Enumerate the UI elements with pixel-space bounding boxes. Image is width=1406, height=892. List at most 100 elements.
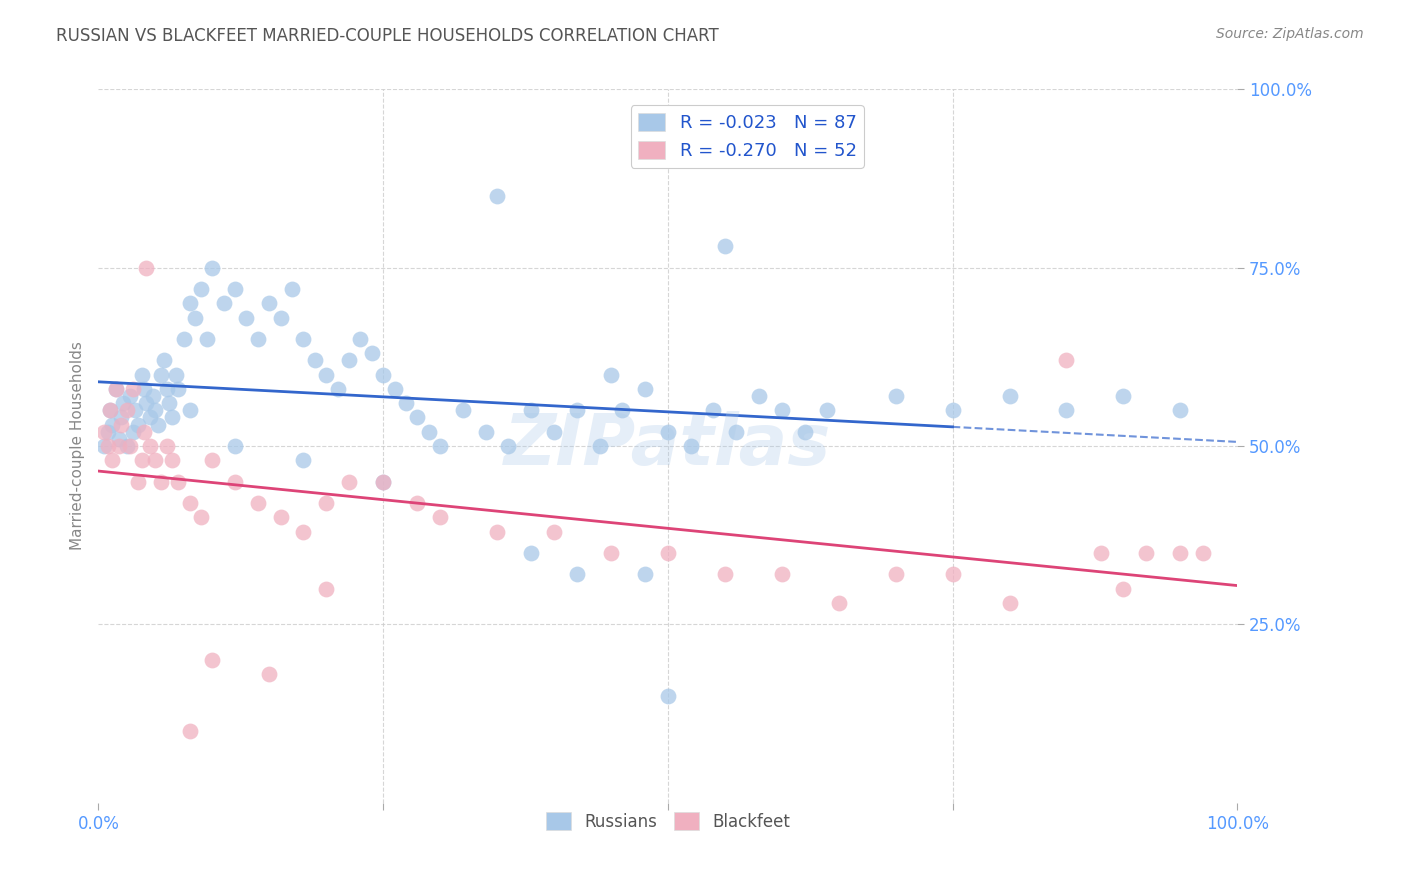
Point [600, 368, 623, 382]
Point [429, 439, 451, 453]
Point [486, 524, 509, 539]
Point [108, 432, 131, 446]
Point [246, 332, 269, 346]
Point [998, 596, 1021, 610]
Point [195, 332, 218, 346]
Point [588, 439, 610, 453]
Point [679, 439, 702, 453]
Point [315, 496, 337, 510]
Point [157, 396, 180, 410]
Point [127, 475, 149, 489]
Text: RUSSIAN VS BLACKFEET MARRIED-COUPLE HOUSEHOLDS CORRELATION CHART: RUSSIAN VS BLACKFEET MARRIED-COUPLE HOUS… [56, 27, 718, 45]
Point [634, 567, 657, 582]
Point [884, 389, 907, 403]
Point [138, 410, 160, 425]
Point [127, 417, 149, 432]
Point [1112, 582, 1135, 596]
Point [179, 296, 201, 310]
Point [259, 667, 281, 681]
Point [770, 567, 793, 582]
Point [115, 439, 138, 453]
Point [104, 382, 127, 396]
Point [179, 724, 201, 739]
Point [270, 310, 292, 325]
Point [101, 453, 124, 467]
Point [1135, 546, 1157, 560]
Point [246, 496, 269, 510]
Point [337, 353, 360, 368]
Point [115, 403, 138, 417]
Point [657, 425, 679, 439]
Point [270, 510, 292, 524]
Point [173, 332, 195, 346]
Point [120, 389, 142, 403]
Point [156, 439, 179, 453]
Point [360, 346, 382, 360]
Point [124, 403, 146, 417]
Point [714, 239, 737, 253]
Point [110, 410, 132, 425]
Point [326, 382, 349, 396]
Point [292, 524, 315, 539]
Point [1090, 546, 1112, 560]
Point [184, 310, 207, 325]
Point [165, 368, 187, 382]
Point [565, 403, 588, 417]
Point [371, 475, 394, 489]
Point [520, 403, 543, 417]
Point [418, 425, 440, 439]
Point [96, 425, 118, 439]
Point [612, 403, 634, 417]
Point [167, 382, 190, 396]
Point [112, 396, 135, 410]
Text: Source: ZipAtlas.com: Source: ZipAtlas.com [1216, 27, 1364, 41]
Point [1170, 403, 1192, 417]
Point [96, 439, 118, 453]
Point [1170, 546, 1192, 560]
Point [451, 403, 474, 417]
Point [384, 382, 406, 396]
Point [167, 475, 190, 489]
Point [224, 475, 246, 489]
Point [132, 382, 155, 396]
Point [153, 353, 176, 368]
Point [942, 403, 965, 417]
Point [770, 403, 793, 417]
Point [224, 439, 246, 453]
Point [1054, 353, 1078, 368]
Point [315, 582, 337, 596]
Point [474, 425, 496, 439]
Point [543, 524, 565, 539]
Point [395, 396, 418, 410]
Point [520, 546, 543, 560]
Point [486, 189, 509, 203]
Point [565, 567, 588, 582]
Point [110, 417, 132, 432]
Point [714, 567, 737, 582]
Point [201, 653, 224, 667]
Point [101, 417, 124, 432]
Point [793, 425, 815, 439]
Point [142, 389, 165, 403]
Point [304, 353, 326, 368]
Point [131, 368, 153, 382]
Point [145, 453, 167, 467]
Point [725, 425, 748, 439]
Point [543, 425, 565, 439]
Point [135, 260, 157, 275]
Point [281, 282, 304, 296]
Point [942, 567, 965, 582]
Point [259, 296, 281, 310]
Point [120, 439, 142, 453]
Point [998, 389, 1021, 403]
Point [349, 332, 371, 346]
Point [201, 260, 224, 275]
Point [371, 475, 394, 489]
Text: ZIPatlas: ZIPatlas [505, 411, 831, 481]
Point [1112, 389, 1135, 403]
Point [315, 368, 337, 382]
Point [815, 403, 838, 417]
Point [212, 296, 235, 310]
Point [131, 453, 153, 467]
Point [337, 475, 360, 489]
